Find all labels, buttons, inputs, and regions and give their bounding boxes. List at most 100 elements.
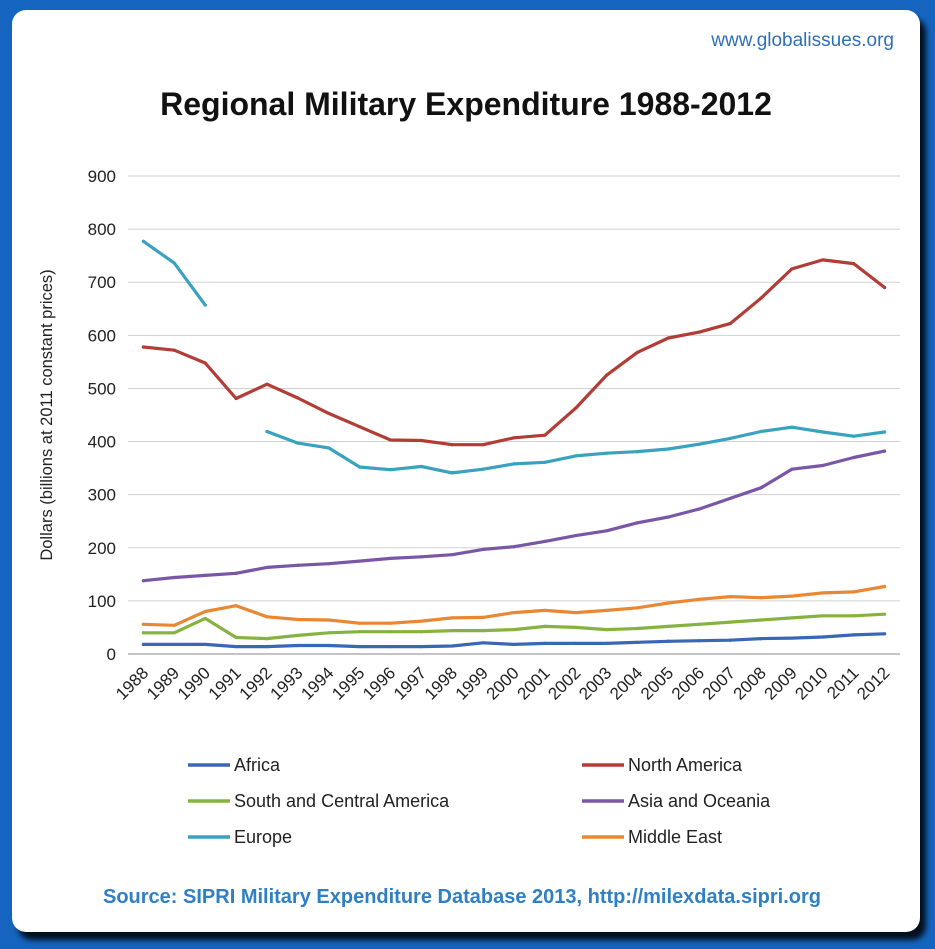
data-point-africa bbox=[419, 644, 423, 649]
x-tick-label: 1992 bbox=[236, 663, 276, 703]
data-point-europe bbox=[265, 429, 269, 434]
data-point-north-america bbox=[574, 406, 578, 410]
chart-title: Regional Military Expenditure 1988-2012 bbox=[160, 86, 772, 122]
y-tick-label: 0 bbox=[107, 645, 116, 664]
legend-label-south-and-central-america: South and Central America bbox=[234, 791, 450, 811]
data-point-europe bbox=[697, 442, 701, 446]
data-point-europe bbox=[543, 460, 547, 464]
data-point-south-and-central-america bbox=[635, 626, 640, 631]
data-point-middle-east bbox=[543, 608, 547, 613]
data-point-europe bbox=[203, 303, 207, 307]
data-point-asia-and-oceania bbox=[697, 507, 701, 511]
data-point-south-and-central-america bbox=[265, 636, 269, 641]
data-point-europe bbox=[759, 429, 763, 434]
data-point-asia-and-oceania bbox=[327, 562, 331, 566]
data-point-europe bbox=[635, 450, 640, 454]
x-tick-label: 2010 bbox=[791, 663, 831, 703]
data-point-asia-and-oceania bbox=[388, 556, 393, 561]
data-point-africa bbox=[605, 641, 609, 645]
data-point-north-america bbox=[512, 436, 516, 440]
data-point-africa bbox=[234, 644, 238, 649]
data-point-south-and-central-america bbox=[512, 627, 516, 632]
data-point-north-america bbox=[296, 396, 300, 400]
data-point-africa bbox=[296, 643, 300, 648]
y-axis-title: Dollars (billions at 2011 constant price… bbox=[38, 269, 56, 560]
y-tick-label: 100 bbox=[88, 592, 116, 611]
data-point-middle-east bbox=[512, 610, 516, 615]
x-tick-label: 1991 bbox=[205, 663, 245, 703]
data-point-asia-and-oceania bbox=[141, 579, 146, 583]
data-point-asia-and-oceania bbox=[203, 573, 207, 577]
data-point-africa bbox=[481, 641, 485, 645]
data-point-middle-east bbox=[728, 595, 732, 599]
data-point-south-and-central-america bbox=[141, 631, 146, 635]
data-point-africa bbox=[821, 635, 825, 639]
data-point-middle-east bbox=[605, 608, 609, 613]
data-point-north-america bbox=[172, 348, 176, 352]
line-chart: 0 100 200 300 400 500 600 700 800 900 Dollars (bil… bbox=[38, 167, 900, 847]
data-point-north-america bbox=[450, 443, 454, 447]
data-point-asia-and-oceania bbox=[358, 559, 362, 563]
data-point-europe bbox=[605, 451, 609, 455]
data-point-asia-and-oceania bbox=[296, 563, 300, 567]
x-tick-label: 1995 bbox=[328, 663, 368, 703]
data-point-europe bbox=[821, 430, 825, 434]
data-point-south-and-central-america bbox=[388, 630, 393, 634]
data-point-africa bbox=[388, 644, 393, 649]
y-tick-label: 600 bbox=[88, 326, 116, 345]
data-point-south-and-central-america bbox=[419, 630, 423, 634]
legend-label-europe: Europe bbox=[234, 827, 292, 847]
data-point-north-america bbox=[697, 330, 701, 334]
x-tick-label: 2001 bbox=[514, 663, 554, 703]
x-tick-label: 2002 bbox=[544, 663, 584, 703]
data-point-africa bbox=[790, 636, 794, 640]
data-point-africa bbox=[666, 639, 671, 643]
data-point-south-and-central-america bbox=[296, 633, 300, 638]
data-point-africa bbox=[265, 644, 269, 649]
site-url[interactable]: www.globalissues.org bbox=[711, 30, 894, 51]
data-point-europe bbox=[358, 465, 362, 469]
data-point-north-america bbox=[358, 425, 362, 429]
data-point-asia-and-oceania bbox=[265, 565, 269, 570]
data-point-europe bbox=[728, 436, 732, 440]
data-point-south-and-central-america bbox=[605, 627, 609, 632]
data-point-asia-and-oceania bbox=[450, 553, 454, 557]
data-point-asia-and-oceania bbox=[605, 529, 609, 533]
data-point-north-america bbox=[419, 438, 423, 443]
x-tick-label: 2006 bbox=[668, 663, 708, 703]
x-tick-label: 2007 bbox=[699, 663, 739, 703]
data-point-north-america bbox=[605, 373, 609, 377]
legend-label-middle-east: Middle East bbox=[628, 827, 722, 847]
data-point-asia-and-oceania bbox=[790, 467, 794, 471]
data-point-south-and-central-america bbox=[728, 620, 732, 624]
y-tick-label: 400 bbox=[88, 433, 116, 452]
series-line-europe bbox=[141, 239, 207, 307]
x-tick-label: 2004 bbox=[606, 663, 646, 703]
data-point-asia-and-oceania bbox=[728, 496, 732, 500]
data-point-north-america bbox=[327, 411, 331, 416]
data-point-asia-and-oceania bbox=[852, 455, 856, 460]
data-point-middle-east bbox=[358, 621, 362, 625]
data-point-middle-east bbox=[481, 615, 485, 619]
data-point-north-america bbox=[666, 336, 671, 340]
data-point-africa bbox=[141, 642, 146, 647]
data-point-africa bbox=[512, 642, 516, 647]
data-point-south-and-central-america bbox=[450, 629, 454, 633]
series-line-south-and-central-america bbox=[141, 612, 887, 641]
data-point-south-and-central-america bbox=[821, 614, 825, 618]
data-point-north-america bbox=[759, 296, 763, 300]
legend-label-asia-and-oceania: Asia and Oceania bbox=[628, 791, 771, 811]
data-point-asia-and-oceania bbox=[574, 533, 578, 538]
data-point-south-and-central-america bbox=[234, 635, 238, 640]
data-point-europe bbox=[512, 462, 516, 466]
x-tick-label: 2005 bbox=[637, 663, 677, 703]
data-point-africa bbox=[358, 644, 362, 649]
x-tick-label: 1993 bbox=[266, 663, 306, 703]
data-point-middle-east bbox=[790, 594, 794, 598]
data-point-middle-east bbox=[388, 621, 393, 625]
chart-card: www.globalissues.org Regional Military E… bbox=[12, 10, 920, 932]
y-tick-label: 700 bbox=[88, 273, 116, 292]
data-point-middle-east bbox=[759, 596, 763, 600]
x-tick-label: 2012 bbox=[853, 663, 893, 703]
data-point-middle-east bbox=[697, 597, 701, 601]
